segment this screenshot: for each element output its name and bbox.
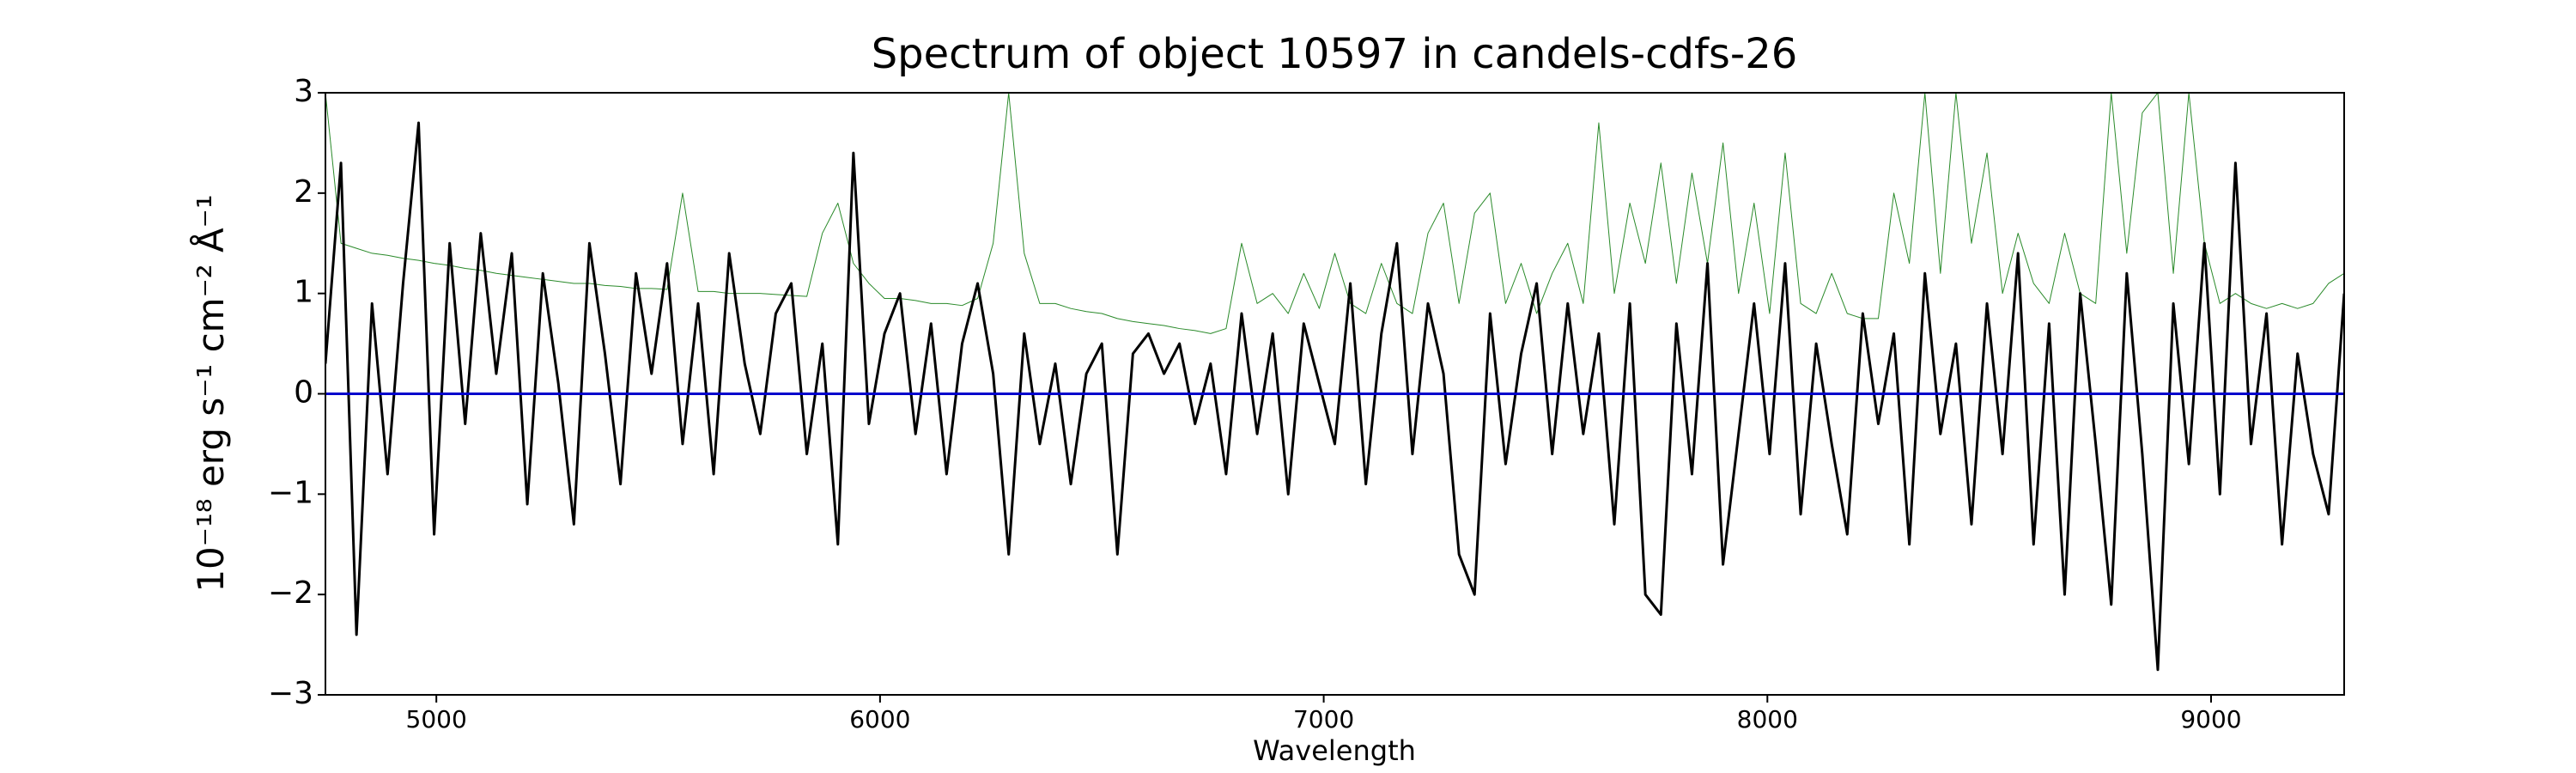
y-tick-label: 3: [294, 74, 313, 109]
x-tick-label: 9000: [2180, 705, 2241, 733]
x-tick-label: 6000: [849, 705, 910, 733]
chart-title: Spectrum of object 10597 in candels-cdfs…: [872, 30, 1798, 78]
spectrum-line: [325, 121, 2344, 672]
y-tick-label: 1: [294, 275, 313, 310]
x-tick-label: 7000: [1293, 705, 1354, 733]
y-tick-label: −1: [268, 475, 313, 510]
y-tick-label: 0: [294, 375, 313, 411]
y-axis-label: 10⁻¹⁸ erg s⁻¹ cm⁻² Å⁻¹: [189, 194, 232, 592]
plot-area: [325, 93, 2344, 672]
x-tick-label: 5000: [406, 705, 467, 733]
x-tick-label: 8000: [1737, 705, 1798, 733]
y-tick-label: −2: [268, 575, 313, 611]
y-tick-label: 2: [294, 174, 313, 210]
y-tick-label: −3: [268, 676, 313, 711]
x-axis-label: Wavelength: [1253, 734, 1416, 767]
spectrum-line: [325, 93, 2344, 334]
